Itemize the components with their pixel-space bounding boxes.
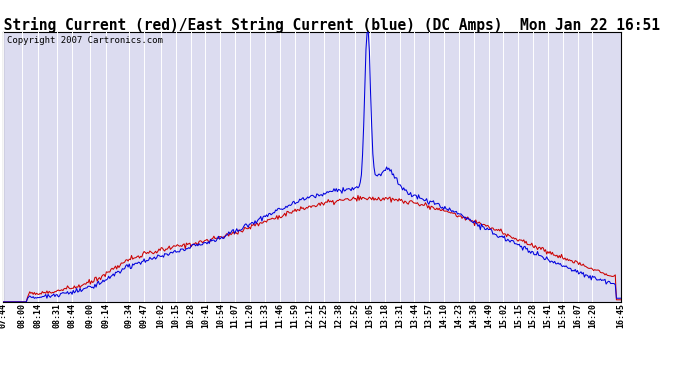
Text: West String Current (red)/East String Current (blue) (DC Amps)  Mon Jan 22 16:51: West String Current (red)/East String Cu… [0, 17, 660, 33]
Text: Copyright 2007 Cartronics.com: Copyright 2007 Cartronics.com [6, 36, 162, 45]
